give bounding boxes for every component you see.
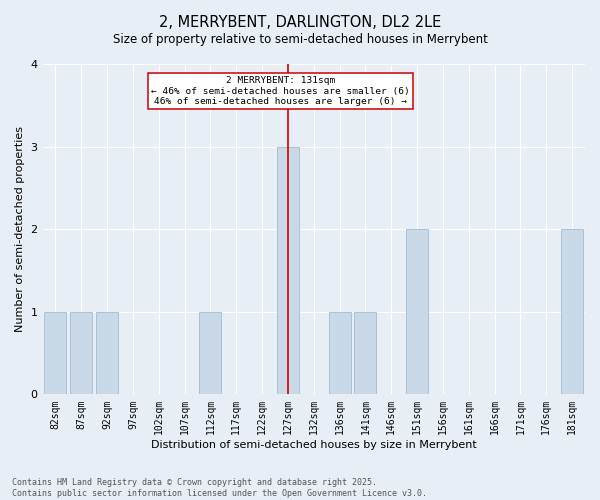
Bar — [561, 229, 583, 394]
Bar — [406, 229, 428, 394]
Text: 2 MERRYBENT: 131sqm
← 46% of semi-detached houses are smaller (6)
46% of semi-de: 2 MERRYBENT: 131sqm ← 46% of semi-detach… — [151, 76, 410, 106]
Bar — [355, 312, 376, 394]
Text: Contains HM Land Registry data © Crown copyright and database right 2025.
Contai: Contains HM Land Registry data © Crown c… — [12, 478, 427, 498]
Text: 2, MERRYBENT, DARLINGTON, DL2 2LE: 2, MERRYBENT, DARLINGTON, DL2 2LE — [159, 15, 441, 30]
X-axis label: Distribution of semi-detached houses by size in Merrybent: Distribution of semi-detached houses by … — [151, 440, 476, 450]
Text: Size of property relative to semi-detached houses in Merrybent: Size of property relative to semi-detach… — [113, 32, 487, 46]
Y-axis label: Number of semi-detached properties: Number of semi-detached properties — [15, 126, 25, 332]
Bar — [329, 312, 350, 394]
Bar — [96, 312, 118, 394]
Bar — [70, 312, 92, 394]
Bar — [44, 312, 67, 394]
Bar — [199, 312, 221, 394]
Bar — [277, 146, 299, 394]
